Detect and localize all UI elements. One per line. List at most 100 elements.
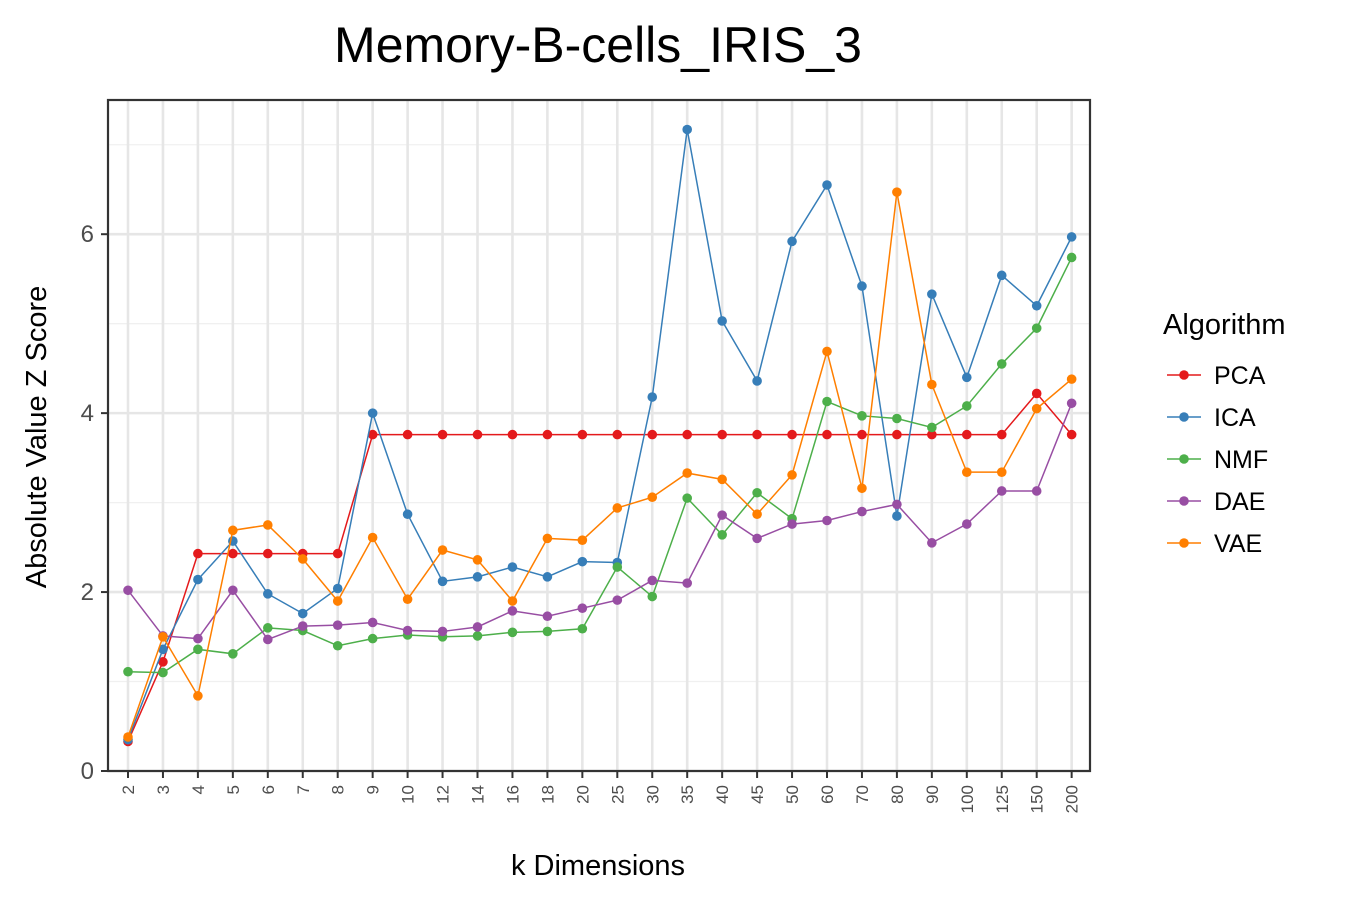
- x-tick-label: 70: [853, 785, 872, 804]
- data-point: [507, 606, 518, 616]
- data-point: [1066, 252, 1077, 263]
- series-line: [127, 403, 1073, 641]
- data-point: [332, 596, 343, 606]
- data-point: [123, 585, 133, 596]
- data-point: [1031, 403, 1042, 414]
- data-point: [927, 429, 937, 440]
- x-tick-label: 50: [783, 785, 802, 804]
- data-point: [577, 535, 588, 545]
- data-point: [472, 429, 483, 440]
- data-point: [647, 429, 658, 440]
- legend-item-vae: VAE: [1167, 530, 1262, 558]
- data-point: [123, 666, 133, 677]
- data-point: [332, 640, 343, 651]
- x-tick-label: 30: [643, 785, 662, 804]
- data-point: [612, 503, 623, 513]
- data-point: [507, 596, 518, 606]
- x-tick-label: 200: [1063, 785, 1082, 813]
- data-point: [263, 589, 273, 599]
- data-point: [297, 554, 308, 564]
- data-point: [857, 411, 867, 421]
- data-point: [717, 530, 727, 540]
- data-point: [472, 572, 483, 582]
- x-tick-label: 18: [538, 785, 557, 804]
- series-line: [127, 392, 1073, 742]
- series-line: [127, 257, 1073, 674]
- data-point: [927, 379, 937, 390]
- data-point: [962, 372, 972, 383]
- data-point: [263, 520, 273, 530]
- data-point: [612, 595, 623, 605]
- x-tick-label: 80: [888, 785, 907, 804]
- data-point: [857, 483, 867, 494]
- y-tick-label: 4: [81, 400, 94, 427]
- data-point: [717, 429, 727, 440]
- data-point: [228, 548, 238, 559]
- data-point: [787, 519, 797, 529]
- data-point: [857, 506, 867, 517]
- legend-label: NMF: [1214, 446, 1268, 474]
- data-point: [787, 429, 797, 440]
- x-axis: 2 3 4 5 6 7 8 9 10 12 14 16 18 20 25 30 35 40 45 50 60 70 80 90…: [119, 771, 1082, 813]
- data-point: [1031, 323, 1042, 333]
- data-point: [402, 625, 413, 636]
- data-point: [752, 376, 762, 386]
- series-group: [123, 124, 1077, 747]
- data-point: [962, 467, 972, 477]
- data-point: [682, 468, 692, 478]
- x-tick-label: 9: [364, 785, 383, 794]
- data-point: [402, 429, 413, 440]
- data-point: [892, 429, 902, 440]
- data-point: [437, 545, 448, 555]
- data-point: [1066, 374, 1077, 384]
- y-axis: 0 2 4 6: [81, 221, 108, 785]
- data-point: [752, 509, 762, 520]
- x-tick-label: 35: [678, 785, 697, 804]
- data-point: [822, 180, 832, 190]
- legend-item-pca: PCA: [1167, 362, 1266, 390]
- data-point: [927, 422, 937, 433]
- data-point: [193, 691, 203, 701]
- plot-panel-border: [106, 98, 1092, 773]
- data-point: [542, 572, 553, 582]
- data-point: [787, 236, 797, 247]
- x-axis-title: k Dimensions: [511, 850, 685, 882]
- legend-label: PCA: [1214, 362, 1266, 390]
- legend-key-point: [1179, 496, 1189, 506]
- data-point: [402, 509, 413, 520]
- data-point: [367, 408, 378, 418]
- data-point: [892, 499, 902, 510]
- data-point: [158, 657, 168, 667]
- legend-label: DAE: [1214, 488, 1265, 516]
- data-point: [332, 620, 343, 630]
- data-point: [682, 493, 692, 503]
- data-point: [927, 538, 937, 548]
- data-point: [1031, 486, 1042, 496]
- x-tick-label: 100: [958, 785, 977, 813]
- data-point: [472, 555, 483, 565]
- data-point: [472, 622, 483, 632]
- data-point: [228, 648, 238, 659]
- legend-item-dae: DAE: [1167, 488, 1265, 516]
- data-point: [612, 562, 623, 572]
- series-pca: [123, 388, 1077, 747]
- series-dae: [123, 398, 1077, 645]
- y-tick-label: 6: [81, 221, 94, 248]
- data-point: [962, 429, 972, 440]
- data-point: [996, 467, 1007, 477]
- legend-item-ica: ICA: [1167, 404, 1256, 432]
- data-point: [437, 429, 448, 440]
- data-point: [682, 578, 692, 588]
- legend-label: VAE: [1214, 530, 1262, 558]
- data-point: [263, 548, 273, 559]
- data-point: [367, 429, 378, 440]
- legend-key-point: [1179, 412, 1189, 422]
- data-point: [193, 644, 203, 655]
- data-point: [577, 429, 588, 440]
- data-point: [542, 611, 553, 622]
- data-point: [857, 281, 867, 291]
- data-point: [647, 591, 658, 602]
- data-point: [297, 608, 308, 619]
- data-point: [717, 510, 727, 520]
- data-point: [437, 576, 448, 587]
